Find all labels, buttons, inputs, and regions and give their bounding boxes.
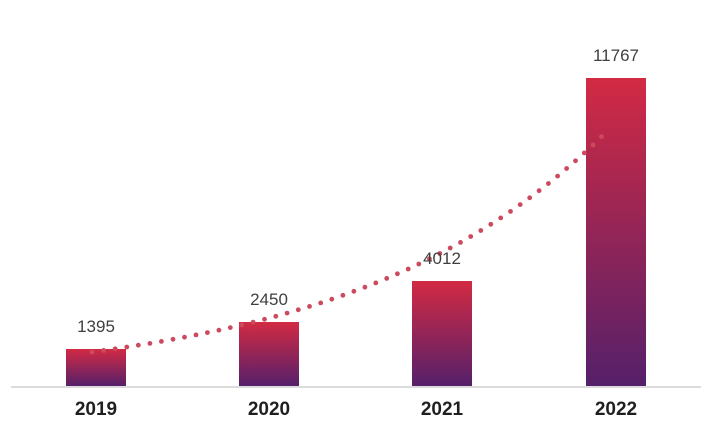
bar-2022 bbox=[586, 78, 646, 386]
value-label-2020: 2450 bbox=[250, 290, 288, 309]
bar-2020 bbox=[239, 322, 299, 386]
value-label-2021: 4012 bbox=[423, 249, 461, 268]
x-tick-label-2021: 2021 bbox=[420, 399, 464, 420]
x-tick-label-2020: 2020 bbox=[247, 399, 291, 420]
x-tick-label-2022: 2022 bbox=[594, 399, 638, 420]
bar-2021 bbox=[412, 281, 472, 386]
value-label-2022: 11767 bbox=[592, 46, 639, 65]
x-tick-label-2019: 2019 bbox=[74, 399, 118, 420]
bar-2019 bbox=[66, 349, 126, 386]
value-label-2019: 1395 bbox=[77, 317, 115, 336]
x-axis-line bbox=[11, 386, 701, 388]
